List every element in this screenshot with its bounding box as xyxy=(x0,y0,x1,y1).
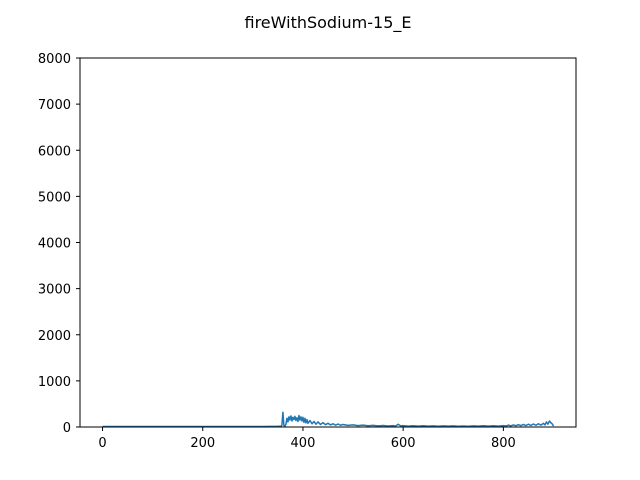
chart-title: fireWithSodium-15_E xyxy=(245,13,412,33)
x-axis: 0 200 400 600 800 xyxy=(98,427,516,451)
x-tick-label: 600 xyxy=(391,436,416,451)
series-line-0 xyxy=(102,411,555,428)
plot-area xyxy=(102,411,555,428)
y-tick-label: 3000 xyxy=(38,283,71,298)
x-tick-label: 800 xyxy=(491,436,516,451)
y-tick-label: 7000 xyxy=(38,98,71,113)
y-tick-label: 4000 xyxy=(38,237,71,252)
x-tick-label: 200 xyxy=(190,436,215,451)
y-tick-label: 0 xyxy=(63,421,71,436)
y-tick-label: 1000 xyxy=(38,375,71,390)
x-tick-label: 0 xyxy=(98,436,106,451)
y-tick-label: 6000 xyxy=(38,144,71,159)
y-tick-label: 8000 xyxy=(38,52,71,67)
y-tick-label: 2000 xyxy=(38,329,71,344)
y-axis: 0 1000 2000 3000 4000 5000 6000 7000 8000 xyxy=(38,52,80,436)
y-tick-label: 5000 xyxy=(38,190,71,205)
x-tick-label: 400 xyxy=(291,436,316,451)
